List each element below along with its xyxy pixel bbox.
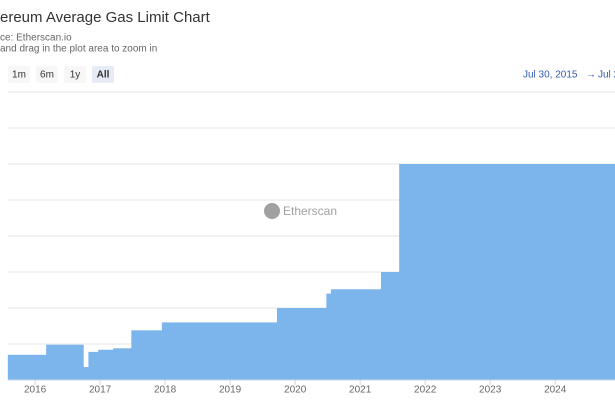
- range-button[interactable]: [8, 66, 30, 83]
- range-arrow: →: [586, 70, 596, 81]
- range-button[interactable]: [36, 66, 58, 83]
- area-step: [399, 164, 615, 380]
- x-tick-label: 2022: [414, 385, 437, 396]
- area-step: [113, 348, 132, 380]
- range-button-label[interactable]: 1y: [70, 70, 81, 81]
- x-tick-label: 2024: [544, 385, 567, 396]
- x-tick-label: 2016: [24, 385, 47, 396]
- watermark-icon: [264, 203, 280, 219]
- area-step: [330, 289, 382, 380]
- area: [7, 164, 615, 380]
- x-tick-label: 2019: [219, 385, 242, 396]
- range-to[interactable]: Jul 2: [598, 70, 615, 81]
- area-step: [380, 272, 400, 380]
- area-step: [83, 367, 89, 380]
- range-from[interactable]: Jul 30, 2015: [523, 70, 578, 81]
- x-tick-label: 2017: [89, 385, 112, 396]
- range-button-label[interactable]: 6m: [40, 70, 54, 81]
- watermark-text: Etherscan: [283, 204, 337, 218]
- range-button-label[interactable]: All: [97, 70, 110, 81]
- x-tick-label: 2023: [479, 385, 502, 396]
- range-button[interactable]: [64, 66, 86, 83]
- x-tick-label: 2018: [154, 385, 177, 396]
- area-step: [7, 354, 47, 380]
- x-tick-label: 2020: [284, 385, 307, 396]
- x-tick-label: 2021: [349, 385, 372, 396]
- range-button-label[interactable]: 1m: [12, 70, 26, 81]
- area-step: [131, 330, 163, 380]
- area-step: [88, 351, 99, 380]
- area-step: [276, 308, 327, 380]
- area-step: [326, 293, 332, 380]
- watermark: Etherscan: [264, 203, 337, 219]
- subtitle: and drag in the plot area to zoom in: [0, 44, 157, 55]
- area-step: [46, 344, 84, 380]
- chart-title: ereum Average Gas Limit Chart: [0, 9, 211, 26]
- range-button[interactable]: [92, 66, 114, 83]
- area-step: [161, 322, 278, 380]
- area-step: [98, 349, 114, 380]
- subtitle: ce: Etherscan.io: [0, 33, 72, 44]
